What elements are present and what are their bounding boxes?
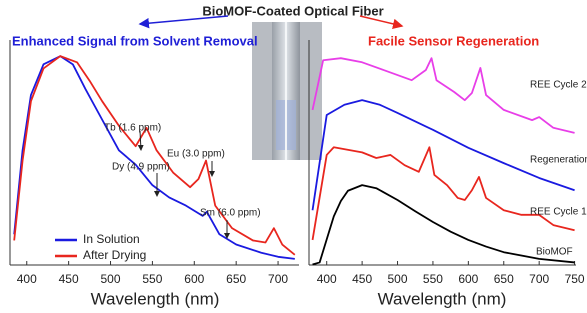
line: [313, 58, 575, 133]
x-axis-label: Wavelength (nm): [91, 289, 220, 308]
legend-label: After Drying: [83, 248, 146, 262]
x-tick-label: 450: [59, 272, 79, 286]
chart-title: Enhanced Signal from Solvent Removal: [12, 33, 258, 48]
x-tick-label: 750: [565, 272, 585, 286]
series-label: Regeneration: [530, 155, 587, 166]
figure: BioMOF-Coated Optical Fiber Enhanced Sig…: [0, 0, 587, 313]
x-tick-label: 500: [101, 272, 121, 286]
annotation-arrow: [140, 131, 141, 150]
x-tick-label: 500: [388, 272, 408, 286]
series-label: REE Cycle 2: [530, 80, 587, 91]
annotation: Dy (4.9 ppm): [112, 162, 170, 173]
series-label: BioMOF: [536, 247, 573, 258]
x-tick-label: 650: [494, 272, 514, 286]
x-tick-label: 550: [423, 272, 443, 286]
x-tick-label: 650: [226, 272, 246, 286]
x-tick-label: 400: [17, 272, 37, 286]
fiber-photo: [252, 22, 322, 160]
x-tick-label: 450: [352, 272, 372, 286]
figure-title: BioMOF-Coated Optical Fiber: [202, 3, 383, 18]
x-tick-label: 700: [529, 272, 549, 286]
arrow: [140, 16, 228, 24]
x-tick-label: 600: [458, 272, 478, 286]
annotation: Eu (3.0 ppm): [167, 149, 225, 160]
x-axis-label: Wavelength (nm): [378, 289, 507, 308]
chart-title: Facile Sensor Regeneration: [368, 33, 539, 48]
annotation: Tb (1.6 ppm): [104, 123, 161, 134]
x-tick-label: 600: [184, 272, 204, 286]
series-label: REE Cycle 1: [530, 207, 587, 218]
x-tick-label: 400: [317, 272, 337, 286]
legend-label: In Solution: [83, 232, 140, 246]
x-tick-label: 550: [142, 272, 162, 286]
x-tick-label: 700: [268, 272, 288, 286]
annotation: Sm (6.0 ppm): [200, 208, 261, 219]
